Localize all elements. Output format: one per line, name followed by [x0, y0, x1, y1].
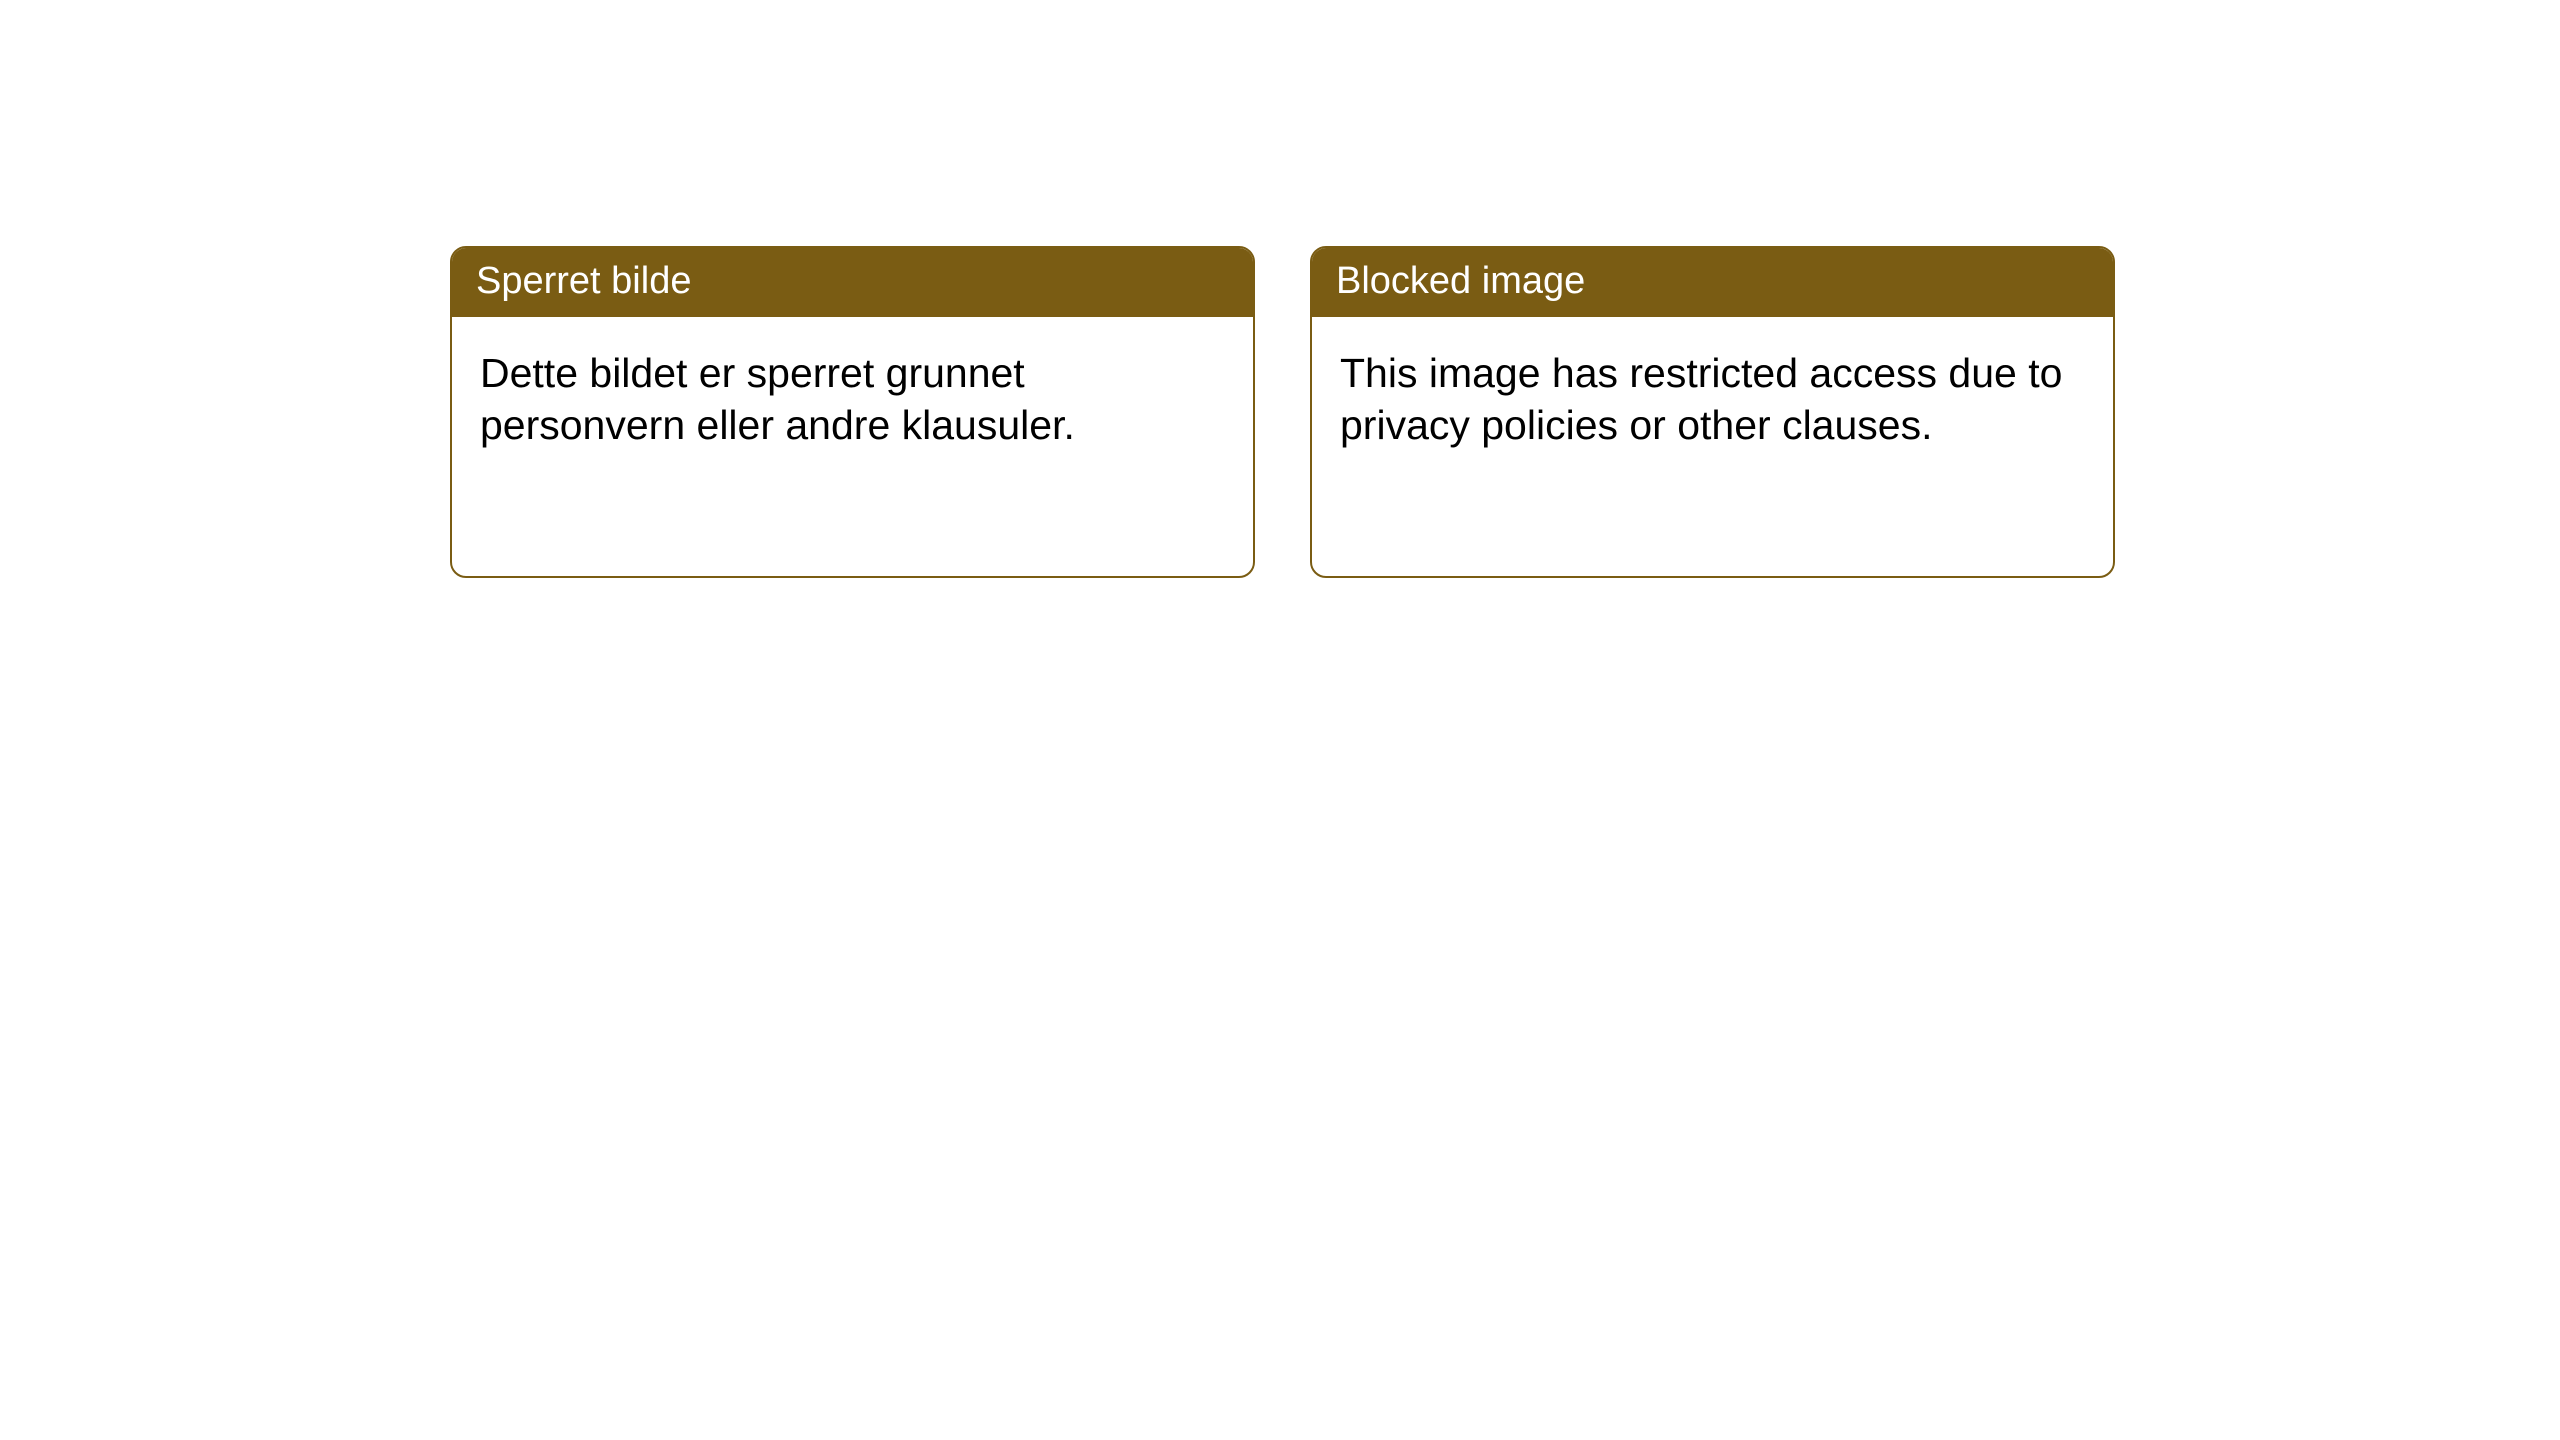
notice-container: Sperret bilde Dette bildet er sperret gr… — [0, 0, 2560, 578]
notice-message-text: Dette bildet er sperret grunnet personve… — [480, 350, 1075, 448]
notice-title-text: Blocked image — [1336, 260, 1585, 302]
notice-message-text: This image has restricted access due to … — [1340, 350, 2062, 448]
notice-card-norwegian: Sperret bilde Dette bildet er sperret gr… — [450, 246, 1255, 578]
notice-header: Sperret bilde — [452, 248, 1253, 317]
notice-title-text: Sperret bilde — [476, 260, 691, 302]
notice-body: Dette bildet er sperret grunnet personve… — [452, 317, 1253, 482]
notice-body: This image has restricted access due to … — [1312, 317, 2113, 482]
notice-header: Blocked image — [1312, 248, 2113, 317]
notice-card-english: Blocked image This image has restricted … — [1310, 246, 2115, 578]
